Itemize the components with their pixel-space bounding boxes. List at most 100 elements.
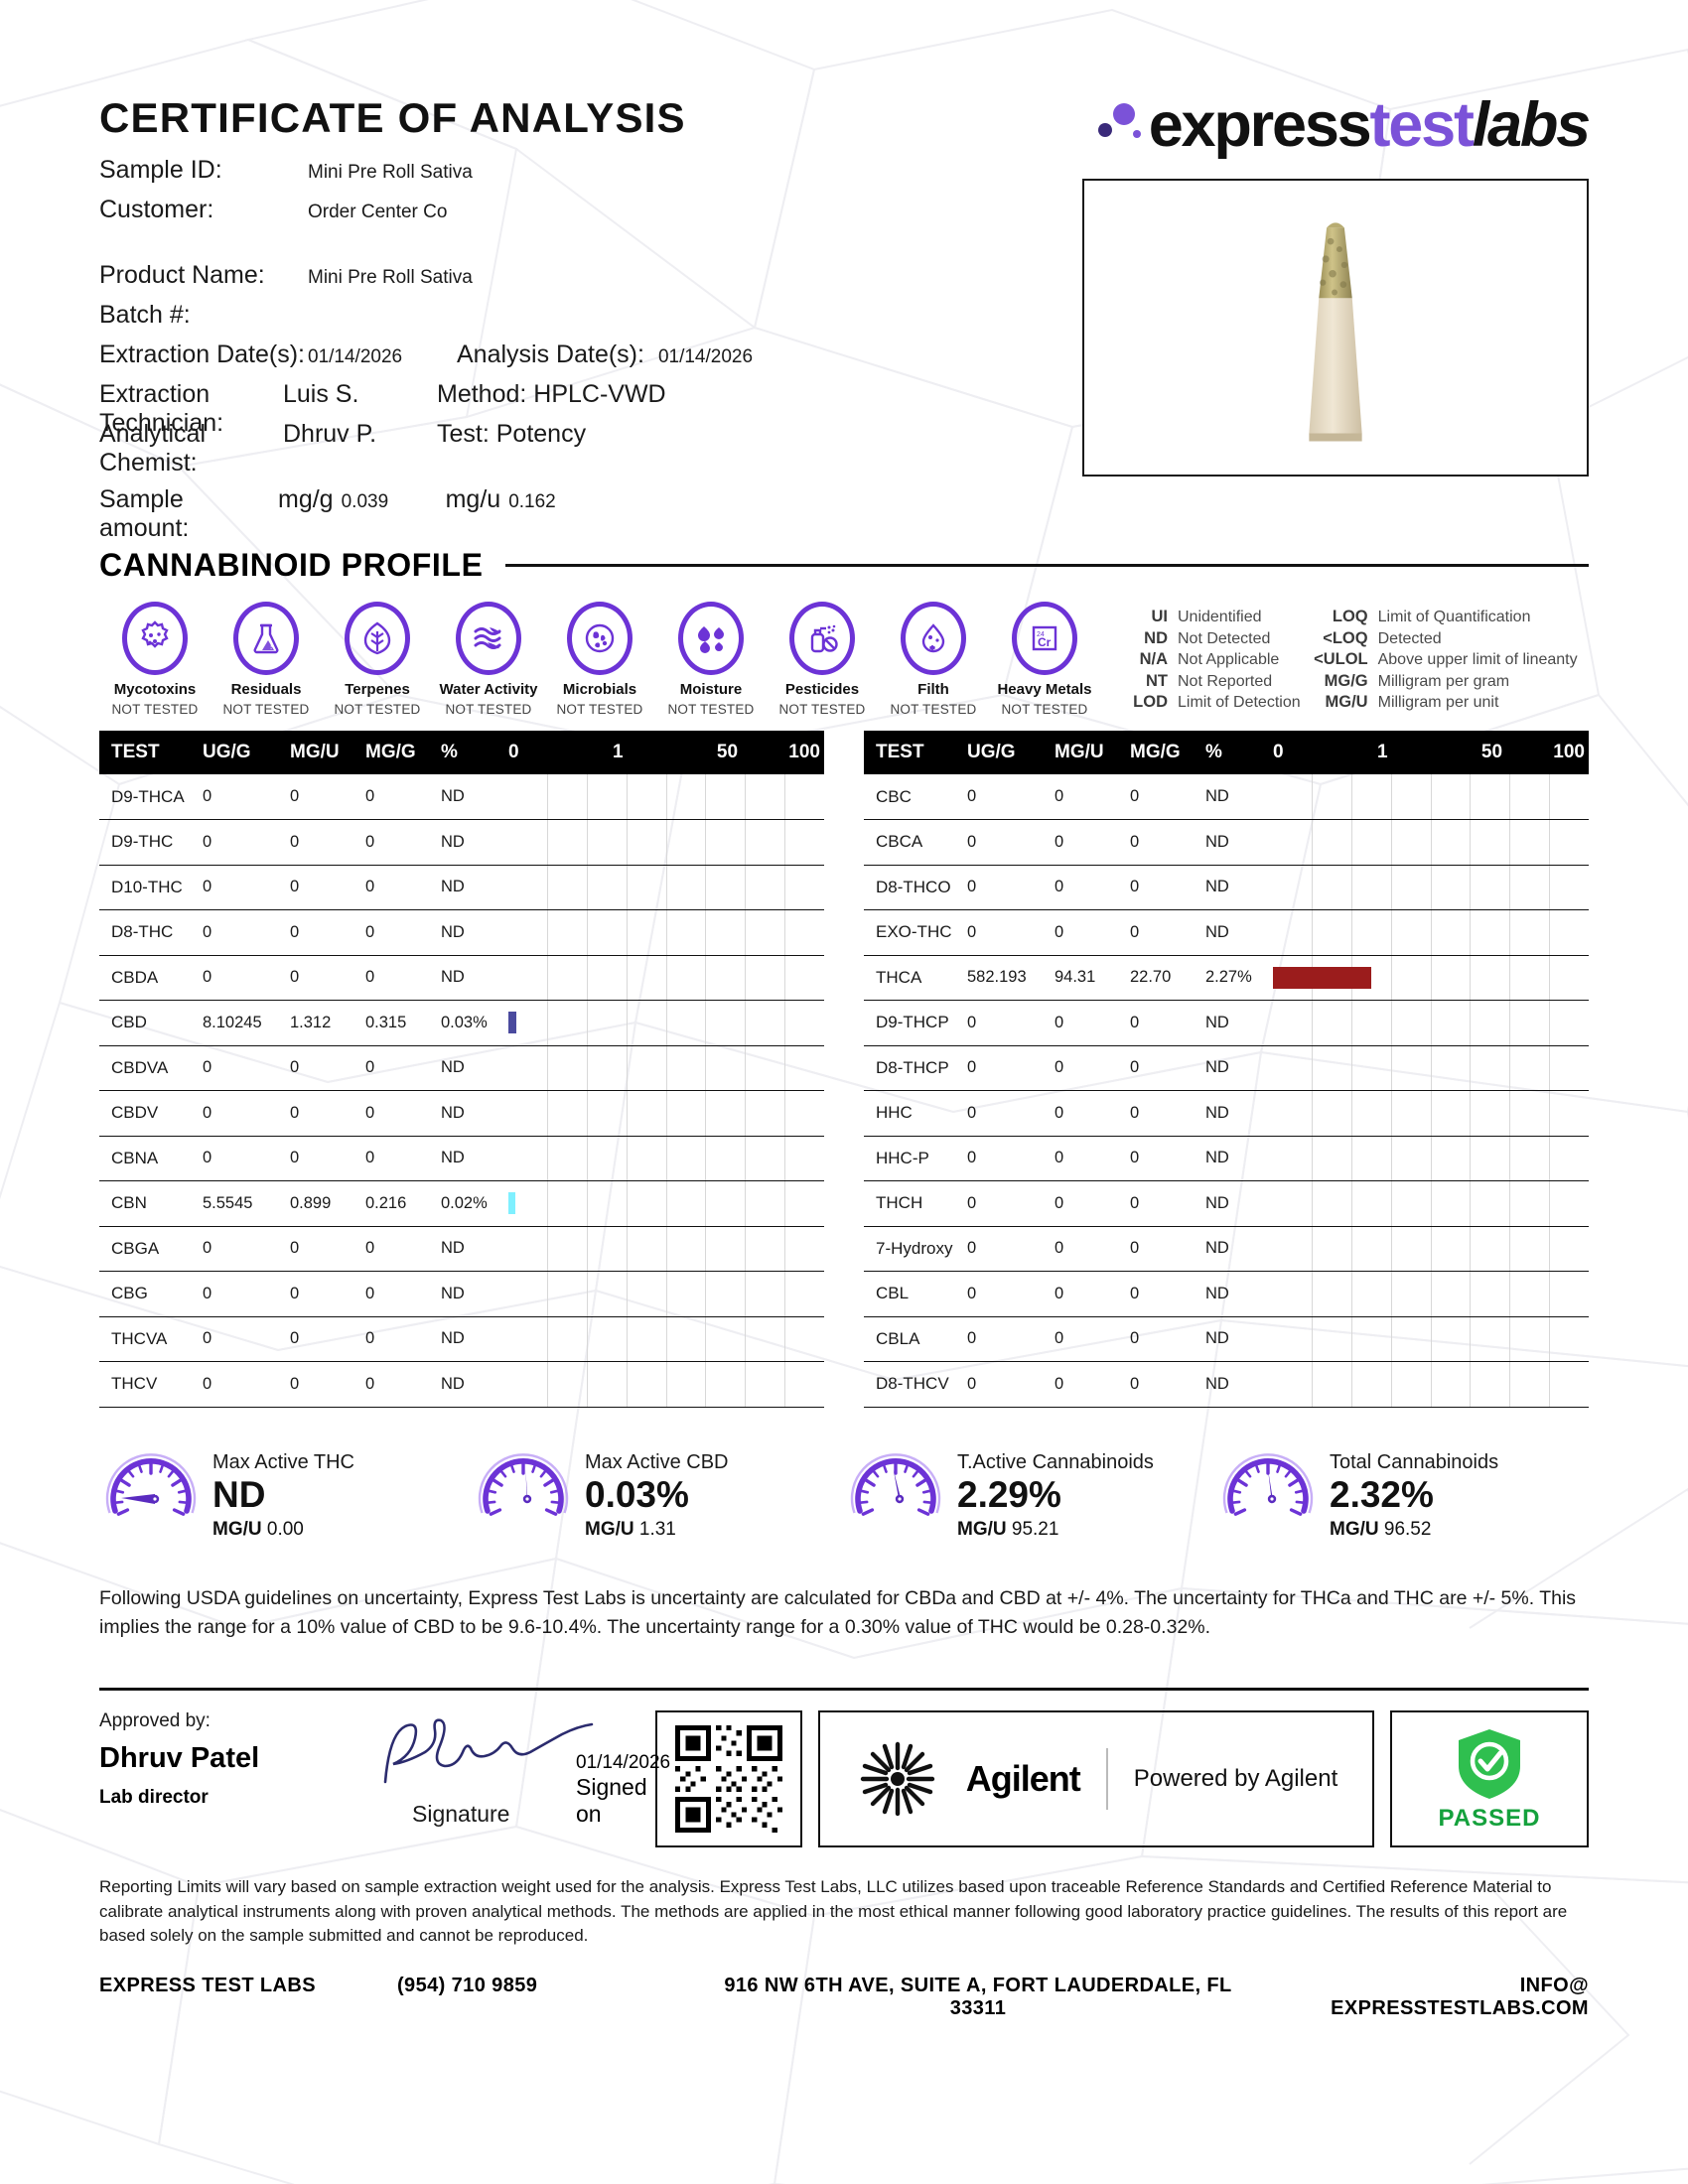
legend-column-1: UI Unidentified ND Not Detected N/A Not App… — [1122, 608, 1300, 715]
signature-caption: Signature — [412, 1801, 510, 1827]
cell-pct: ND — [1194, 774, 1273, 820]
col-test: TEST — [99, 731, 191, 774]
svg-text:24: 24 — [1037, 631, 1045, 638]
cell-mgu: 0 — [1043, 1090, 1118, 1137]
cell-mgu: 0 — [278, 1226, 353, 1272]
cell-mgg: 0 — [353, 819, 429, 866]
cell-pct: 2.27% — [1194, 955, 1273, 1001]
gauge-4: Total Cannabinoids 2.32% MG/U 96.52 — [1216, 1447, 1589, 1547]
table-row: THCA 582.193 94.31 22.70 2.27% — [864, 955, 1589, 1001]
gridlines — [508, 1045, 824, 1090]
bar-cell — [508, 1090, 824, 1137]
extraction-tech-label: Extraction Technician: — [99, 380, 224, 437]
cell-mgu: 0 — [1043, 1316, 1118, 1362]
table-row: THCH 0 0 0 ND — [864, 1180, 1589, 1227]
cell-mgg: 0 — [353, 1090, 429, 1137]
cell-test: 7-Hydroxy — [864, 1226, 955, 1272]
col-ugg: UG/G — [955, 731, 1043, 774]
legend-def: Detected — [1377, 629, 1442, 647]
gridlines — [508, 1226, 824, 1271]
cell-mgg: 0 — [1118, 1226, 1194, 1272]
cell-ugg: 0 — [955, 1316, 1043, 1362]
table-body-left: D9-THCA 0 0 0 ND D9-THC 0 0 0 ND D10-THC 0 0 0 ND D8-TH… — [99, 774, 824, 1408]
cell-ugg: 0 — [191, 1271, 278, 1317]
gridlines — [1273, 1001, 1589, 1045]
table-row: CBNA 0 0 0 ND — [99, 1136, 824, 1181]
cell-ugg: 8.10245 — [191, 1000, 278, 1046]
cell-mgg: 0 — [1118, 819, 1194, 866]
cell-pct: ND — [1194, 1090, 1273, 1137]
cell-mgu: 0 — [1043, 774, 1118, 820]
cell-test: D9-THCP — [864, 1000, 955, 1046]
table-row: CBDVA 0 0 0 ND — [99, 1045, 824, 1091]
gridlines — [1273, 1045, 1589, 1090]
gridlines — [508, 1001, 824, 1045]
product-name-value: Mini Pre Roll Sativa — [308, 267, 473, 288]
analysis-date-label: Analysis Date(s): — [457, 341, 644, 368]
cell-pct: ND — [1194, 865, 1273, 910]
cell-ugg: 0 — [955, 865, 1043, 910]
cell-test: D9-THC — [99, 819, 191, 866]
gridlines — [508, 1136, 824, 1180]
extraction-tech-row: Extraction Technician: Luis S. Method: H… — [99, 380, 854, 437]
gauge-mgu: MG/U 95.21 — [957, 1519, 1059, 1541]
cell-mgu: 0 — [278, 909, 353, 956]
cell-pct: ND — [1194, 1361, 1273, 1408]
cell-mgu: 0 — [1043, 1180, 1118, 1227]
col-mgg: MG/G — [353, 731, 429, 774]
table-row: CBGA 0 0 0 ND — [99, 1226, 824, 1272]
gauge-dial-icon — [850, 1452, 941, 1516]
gridlines — [1273, 774, 1589, 819]
cell-pct: ND — [1194, 1136, 1273, 1181]
bar-cell — [508, 1045, 824, 1091]
cell-test: THCV — [99, 1361, 191, 1408]
logo-text-labs: labs — [1472, 89, 1591, 160]
icon-label: Heavy Metals — [997, 681, 1092, 698]
cell-mgg: 0 — [353, 1226, 429, 1272]
cell-test: CBG — [99, 1271, 191, 1317]
cell-mgg: 0 — [1118, 1180, 1194, 1227]
test-icon-filth: Filth NOT TESTED — [878, 602, 989, 717]
logo-dots-icon — [1097, 103, 1141, 138]
axis-tick-1: 1 — [1376, 742, 1388, 762]
cell-mgg: 0 — [353, 1271, 429, 1317]
cell-mgu: 0 — [1043, 1361, 1118, 1408]
mgg-label: mg/g — [278, 485, 334, 513]
droplet-particles-icon — [921, 623, 945, 653]
document-header: CERTIFICATE OF ANALYSIS Sample ID: Mini … — [99, 0, 1591, 542]
bar-cell — [1273, 1361, 1589, 1408]
gauge-label: T.Active Cannabinoids — [957, 1450, 1154, 1473]
cell-mgg: 0 — [1118, 1271, 1194, 1317]
gauge-mgu: MG/U 0.00 — [212, 1519, 304, 1541]
bar-cell — [1273, 1136, 1589, 1181]
gridlines — [508, 1316, 824, 1361]
gridlines — [508, 1362, 824, 1407]
cannabinoid-profile-heading: CANNABINOID PROFILE — [99, 547, 1589, 584]
sample-amount-row: Sample amount: mg/g 0.039 mg/u 0.162 — [99, 485, 854, 542]
cell-mgg: 0 — [1118, 1361, 1194, 1408]
footer-email[interactable]: INFO@ EXPRESSTESTLABS.COM — [1331, 1974, 1589, 2019]
value-bar — [508, 1012, 517, 1034]
gauge-mgu: MG/U 1.31 — [585, 1519, 676, 1541]
cell-pct: ND — [1194, 1045, 1273, 1091]
gauge-value: ND — [212, 1473, 266, 1515]
qr-code-box[interactable] — [655, 1710, 802, 1847]
cell-ugg: 0 — [955, 1045, 1043, 1091]
gridlines — [1273, 910, 1589, 955]
gridlines — [508, 865, 824, 909]
droplets-icon — [698, 626, 724, 653]
col-mgu: MG/U — [1043, 731, 1118, 774]
cell-pct: ND — [429, 865, 508, 910]
gauge-3: T.Active Cannabinoids 2.29% MG/U 95.21 — [844, 1447, 1216, 1547]
cell-pct: ND — [429, 1090, 508, 1137]
agilent-badge: Agilent Powered by Agilent — [818, 1710, 1374, 1847]
divider — [1105, 1748, 1108, 1810]
cell-mgu: 0.899 — [278, 1180, 353, 1227]
cell-mgg: 0 — [1118, 909, 1194, 956]
icon-status: NOT TESTED — [111, 702, 199, 717]
gridlines — [1273, 1091, 1589, 1136]
col-pct: % — [429, 731, 508, 774]
cell-mgu: 1.312 — [278, 1000, 353, 1046]
gauge-value: 2.29% — [957, 1473, 1061, 1515]
cell-ugg: 0 — [191, 819, 278, 866]
